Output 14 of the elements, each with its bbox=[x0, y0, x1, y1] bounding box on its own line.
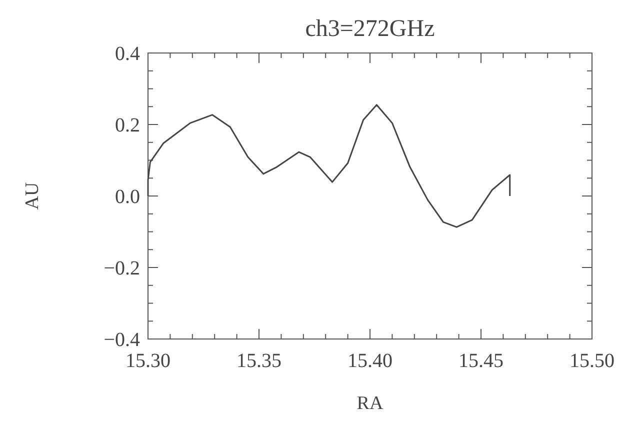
chart-title: ch3=272GHz bbox=[305, 16, 435, 42]
x-axis-title: RA bbox=[356, 393, 384, 414]
y-tick-label: 0.2 bbox=[115, 114, 140, 136]
y-tick-label: −0.4 bbox=[104, 329, 140, 351]
y-tick-label: −0.2 bbox=[104, 258, 140, 280]
x-tick-label: 15.45 bbox=[458, 350, 504, 372]
y-axis-title: AU bbox=[22, 182, 43, 210]
line-series bbox=[147, 104, 511, 228]
y-tick-label: 0.4 bbox=[115, 43, 140, 65]
x-tick-label: 15.35 bbox=[236, 350, 282, 372]
x-tick-label: 15.30 bbox=[126, 350, 170, 372]
x-tick-label: 15.50 bbox=[570, 350, 614, 372]
y-tick-label: 0.0 bbox=[115, 186, 140, 208]
x-tick-label: 15.40 bbox=[348, 350, 392, 372]
